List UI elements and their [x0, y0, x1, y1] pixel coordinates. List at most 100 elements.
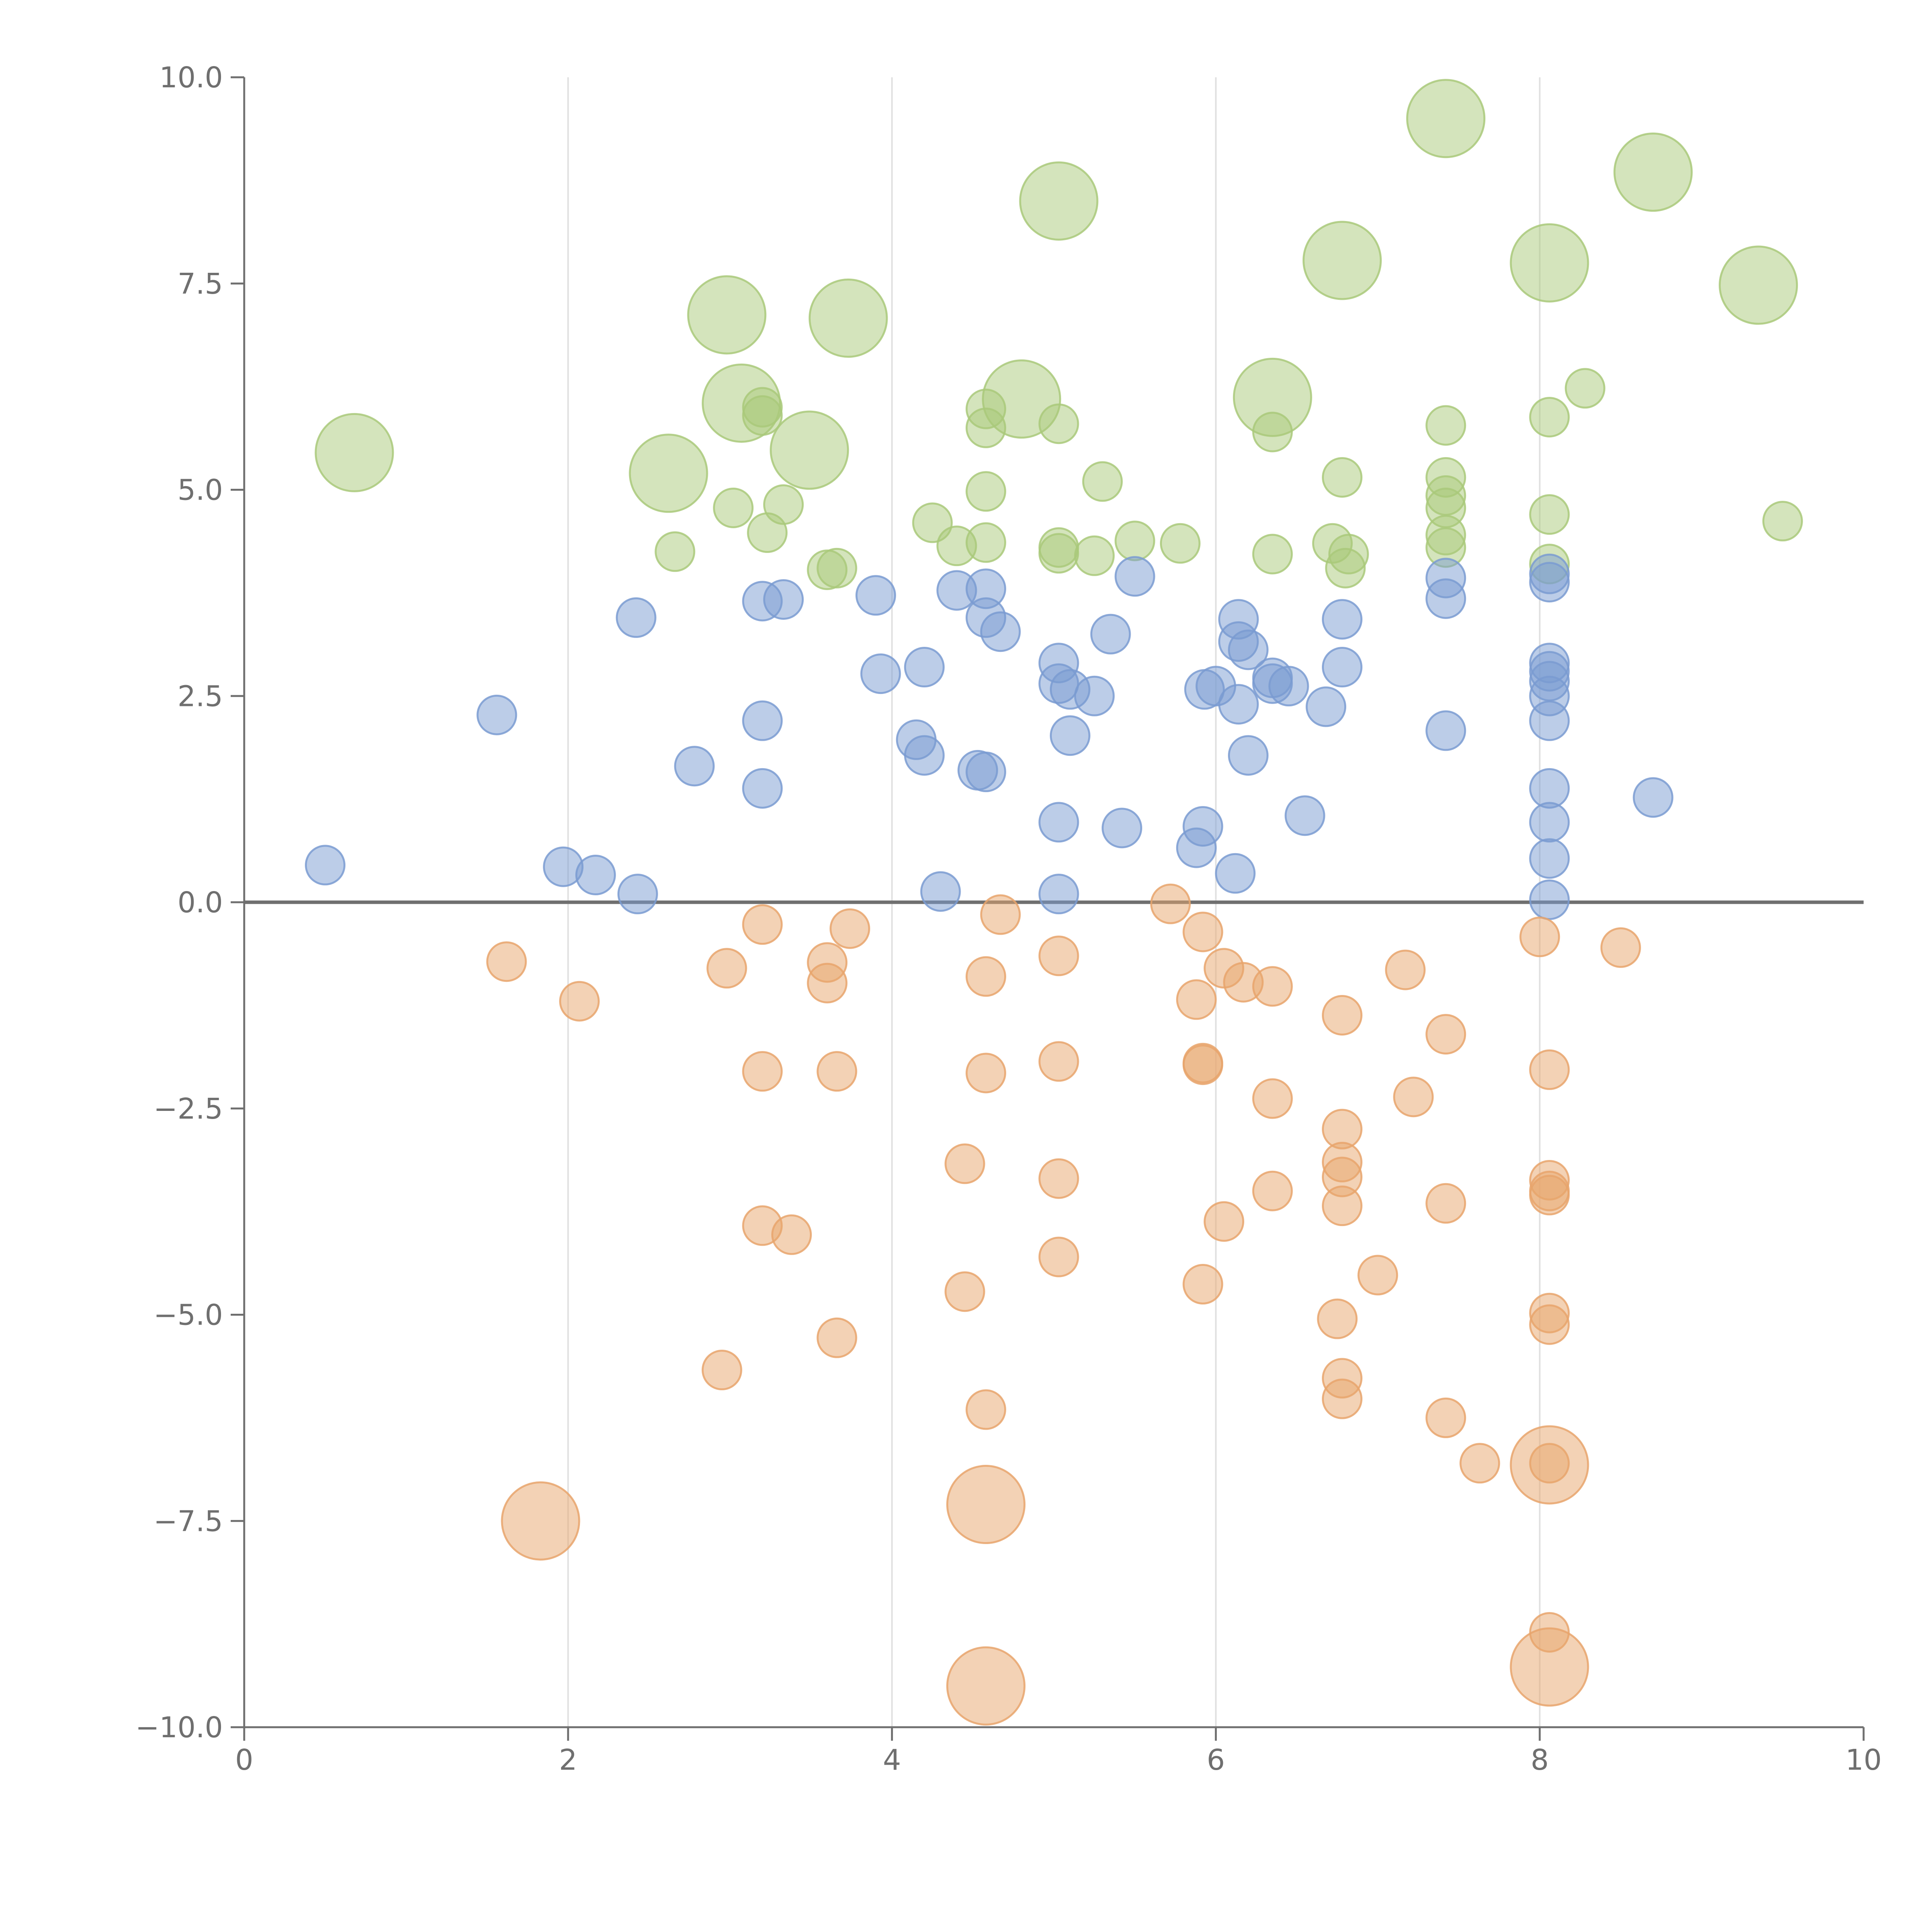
blue-point: [1529, 768, 1570, 809]
green-point: [1114, 520, 1155, 561]
orange-point: [1038, 1041, 1079, 1082]
orange-point: [501, 1481, 580, 1561]
green-point: [1252, 534, 1293, 575]
green-point: [655, 531, 696, 572]
orange-point: [816, 1051, 857, 1092]
green-point: [1613, 133, 1693, 212]
blue-point: [1284, 795, 1325, 836]
y-tick-label: 5.0: [177, 474, 223, 507]
blue-point: [763, 579, 804, 620]
blue-point: [1529, 838, 1570, 879]
blue-point: [1102, 808, 1143, 849]
blue-point: [1228, 735, 1269, 776]
blue-point: [920, 871, 961, 912]
green-point: [1529, 397, 1570, 438]
orange-point: [1385, 949, 1426, 990]
blue-point: [980, 611, 1021, 652]
blue-point: [1268, 666, 1309, 707]
blue-point: [1529, 700, 1570, 741]
x-tick-label: 8: [1531, 1743, 1549, 1777]
green-point: [1252, 412, 1293, 452]
green-point: [1719, 245, 1798, 325]
blue-point: [1176, 827, 1217, 868]
orange-point: [706, 948, 747, 989]
orange-point: [1182, 1264, 1223, 1305]
orange-point: [1459, 1443, 1500, 1484]
axes: [231, 76, 1865, 1741]
blue-point: [575, 855, 616, 896]
orange-point: [1357, 1255, 1398, 1296]
orange-point: [946, 1465, 1026, 1544]
blue-point: [1218, 684, 1259, 725]
green-point: [1425, 405, 1466, 446]
green-point: [1321, 457, 1362, 498]
orange-point: [1321, 1185, 1362, 1226]
green-point: [965, 407, 1006, 448]
orange-point: [1182, 1044, 1223, 1085]
blue-point: [1529, 562, 1570, 603]
x-tick-label: 4: [883, 1743, 901, 1777]
orange-point: [944, 1143, 985, 1184]
green-point: [687, 275, 767, 355]
green-point: [1038, 403, 1079, 444]
x-tick-label: 2: [559, 1743, 577, 1777]
blue-point: [904, 735, 945, 776]
blue-point: [1306, 686, 1347, 727]
orange-point: [559, 981, 600, 1022]
green-point: [1529, 494, 1570, 535]
blue-point: [855, 575, 896, 616]
blue-point: [1529, 879, 1570, 920]
orange-point: [965, 1053, 1006, 1094]
green-point: [629, 434, 708, 513]
y-tick-label: −2.5: [153, 1092, 223, 1126]
orange-point: [1150, 883, 1191, 924]
orange-point: [1321, 995, 1362, 1036]
y-tick-label: −10.0: [135, 1711, 223, 1744]
orange-point: [1317, 1298, 1358, 1339]
orange-point: [1393, 1077, 1434, 1117]
blue-point: [674, 746, 715, 787]
orange-point: [486, 941, 527, 982]
x-tick-label: 0: [235, 1743, 253, 1777]
green-point: [1510, 223, 1589, 303]
y-tick-label: −5.0: [153, 1299, 223, 1332]
blue-point: [1633, 777, 1673, 818]
green-point: [315, 413, 394, 492]
orange-point: [1252, 1078, 1293, 1119]
orange-point: [816, 1317, 857, 1358]
tick-labels: 0 2 4 6 8 10 −10.0 −7.5 −5.0 −2.5 0.0 2.5 5.0 7.5 10.0: [135, 61, 1882, 1777]
green-point: [1565, 368, 1605, 409]
blue-point: [904, 647, 945, 688]
blue-point: [1425, 578, 1466, 619]
green-point: [713, 487, 754, 528]
blue-point: [1038, 874, 1079, 915]
blue-point: [1529, 802, 1570, 843]
orange-point: [1425, 1014, 1466, 1055]
orange-point: [965, 1389, 1006, 1430]
orange-point: [965, 956, 1006, 997]
orange-point: [1204, 1201, 1245, 1242]
orange-point: [1182, 912, 1223, 952]
orange-point: [742, 1051, 783, 1092]
blue-point: [616, 597, 656, 638]
orange-point: [944, 1271, 985, 1312]
blue-point: [305, 845, 346, 886]
green-point: [816, 548, 857, 588]
green-point: [1074, 535, 1115, 576]
orange-point: [1038, 1158, 1079, 1199]
blue-point: [476, 694, 517, 735]
green-point: [770, 410, 849, 490]
orange-point: [1321, 1378, 1362, 1419]
orange-point: [829, 908, 870, 949]
orange-point: [1510, 1627, 1589, 1707]
blue-point: [1228, 629, 1269, 670]
blue-point: [742, 700, 783, 741]
y-tick-label: −7.5: [153, 1505, 223, 1538]
blue-point: [1321, 599, 1362, 640]
y-tick-label: 2.5: [177, 680, 223, 713]
x-tick-label: 6: [1207, 1743, 1225, 1777]
orange-point: [807, 963, 848, 1003]
orange-point: [1425, 1183, 1466, 1224]
blue-point: [1321, 647, 1362, 688]
